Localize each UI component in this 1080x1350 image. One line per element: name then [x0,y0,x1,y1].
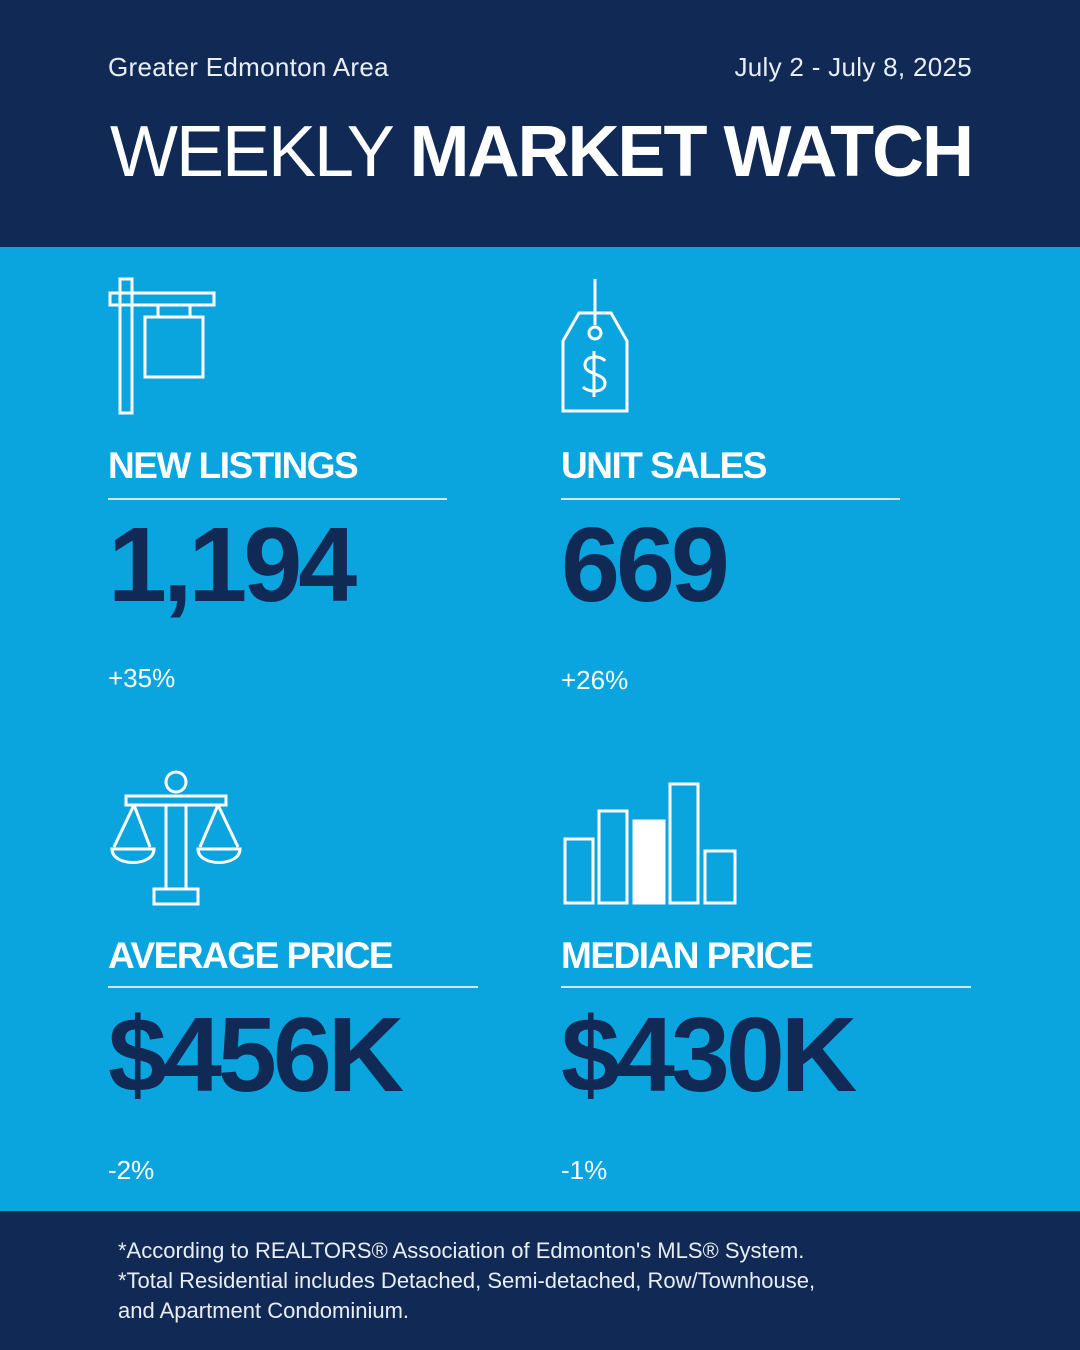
stat-value: 669 [561,506,730,624]
date-range: July 2 - July 8, 2025 [734,52,972,82]
stat-change: -2% [108,1155,155,1185]
footer: *According to REALTORS® Association of E… [0,1211,1080,1350]
footnote-residential: *Total Residential includes Detached, Se… [118,1268,816,1293]
divider [561,498,900,500]
footnote-residential-cont: and Apartment Condominium. [118,1298,410,1323]
footnotes: *According to REALTORS® Association of E… [118,1236,815,1326]
title-market-watch: MARKET WATCH [409,112,974,192]
stat-value: 1,194 [108,506,357,624]
stat-value: $430K [561,996,857,1114]
price-tag-icon [561,279,629,413]
stat-label: UNIT SALES [561,445,767,486]
bar-chart-icon [563,782,737,905]
stat-change: -1% [561,1155,608,1185]
header: Greater Edmonton Area July 2 - July 8, 2… [0,0,1080,247]
stat-value: $456K [108,996,404,1114]
stat-label: NEW LISTINGS [108,445,359,486]
scale-icon [110,770,242,906]
stat-label: AVERAGE PRICE [108,935,394,976]
title-weekly: WEEKLY [110,112,393,192]
page-title: WEEKLY MARKET WATCH [110,112,974,192]
stat-label: MEDIAN PRICE [561,935,814,976]
stats-panel: NEW LISTINGS 1,194 +35% UNIT SALES 669 +… [0,247,1080,1211]
divider [108,986,478,988]
stat-change: +35% [108,663,176,693]
stat-change: +26% [561,665,629,695]
for-sale-sign-icon [108,277,216,415]
divider [108,498,447,500]
divider [561,986,971,988]
footnote-source: *According to REALTORS® Association of E… [118,1238,805,1263]
region-label: Greater Edmonton Area [108,52,389,82]
